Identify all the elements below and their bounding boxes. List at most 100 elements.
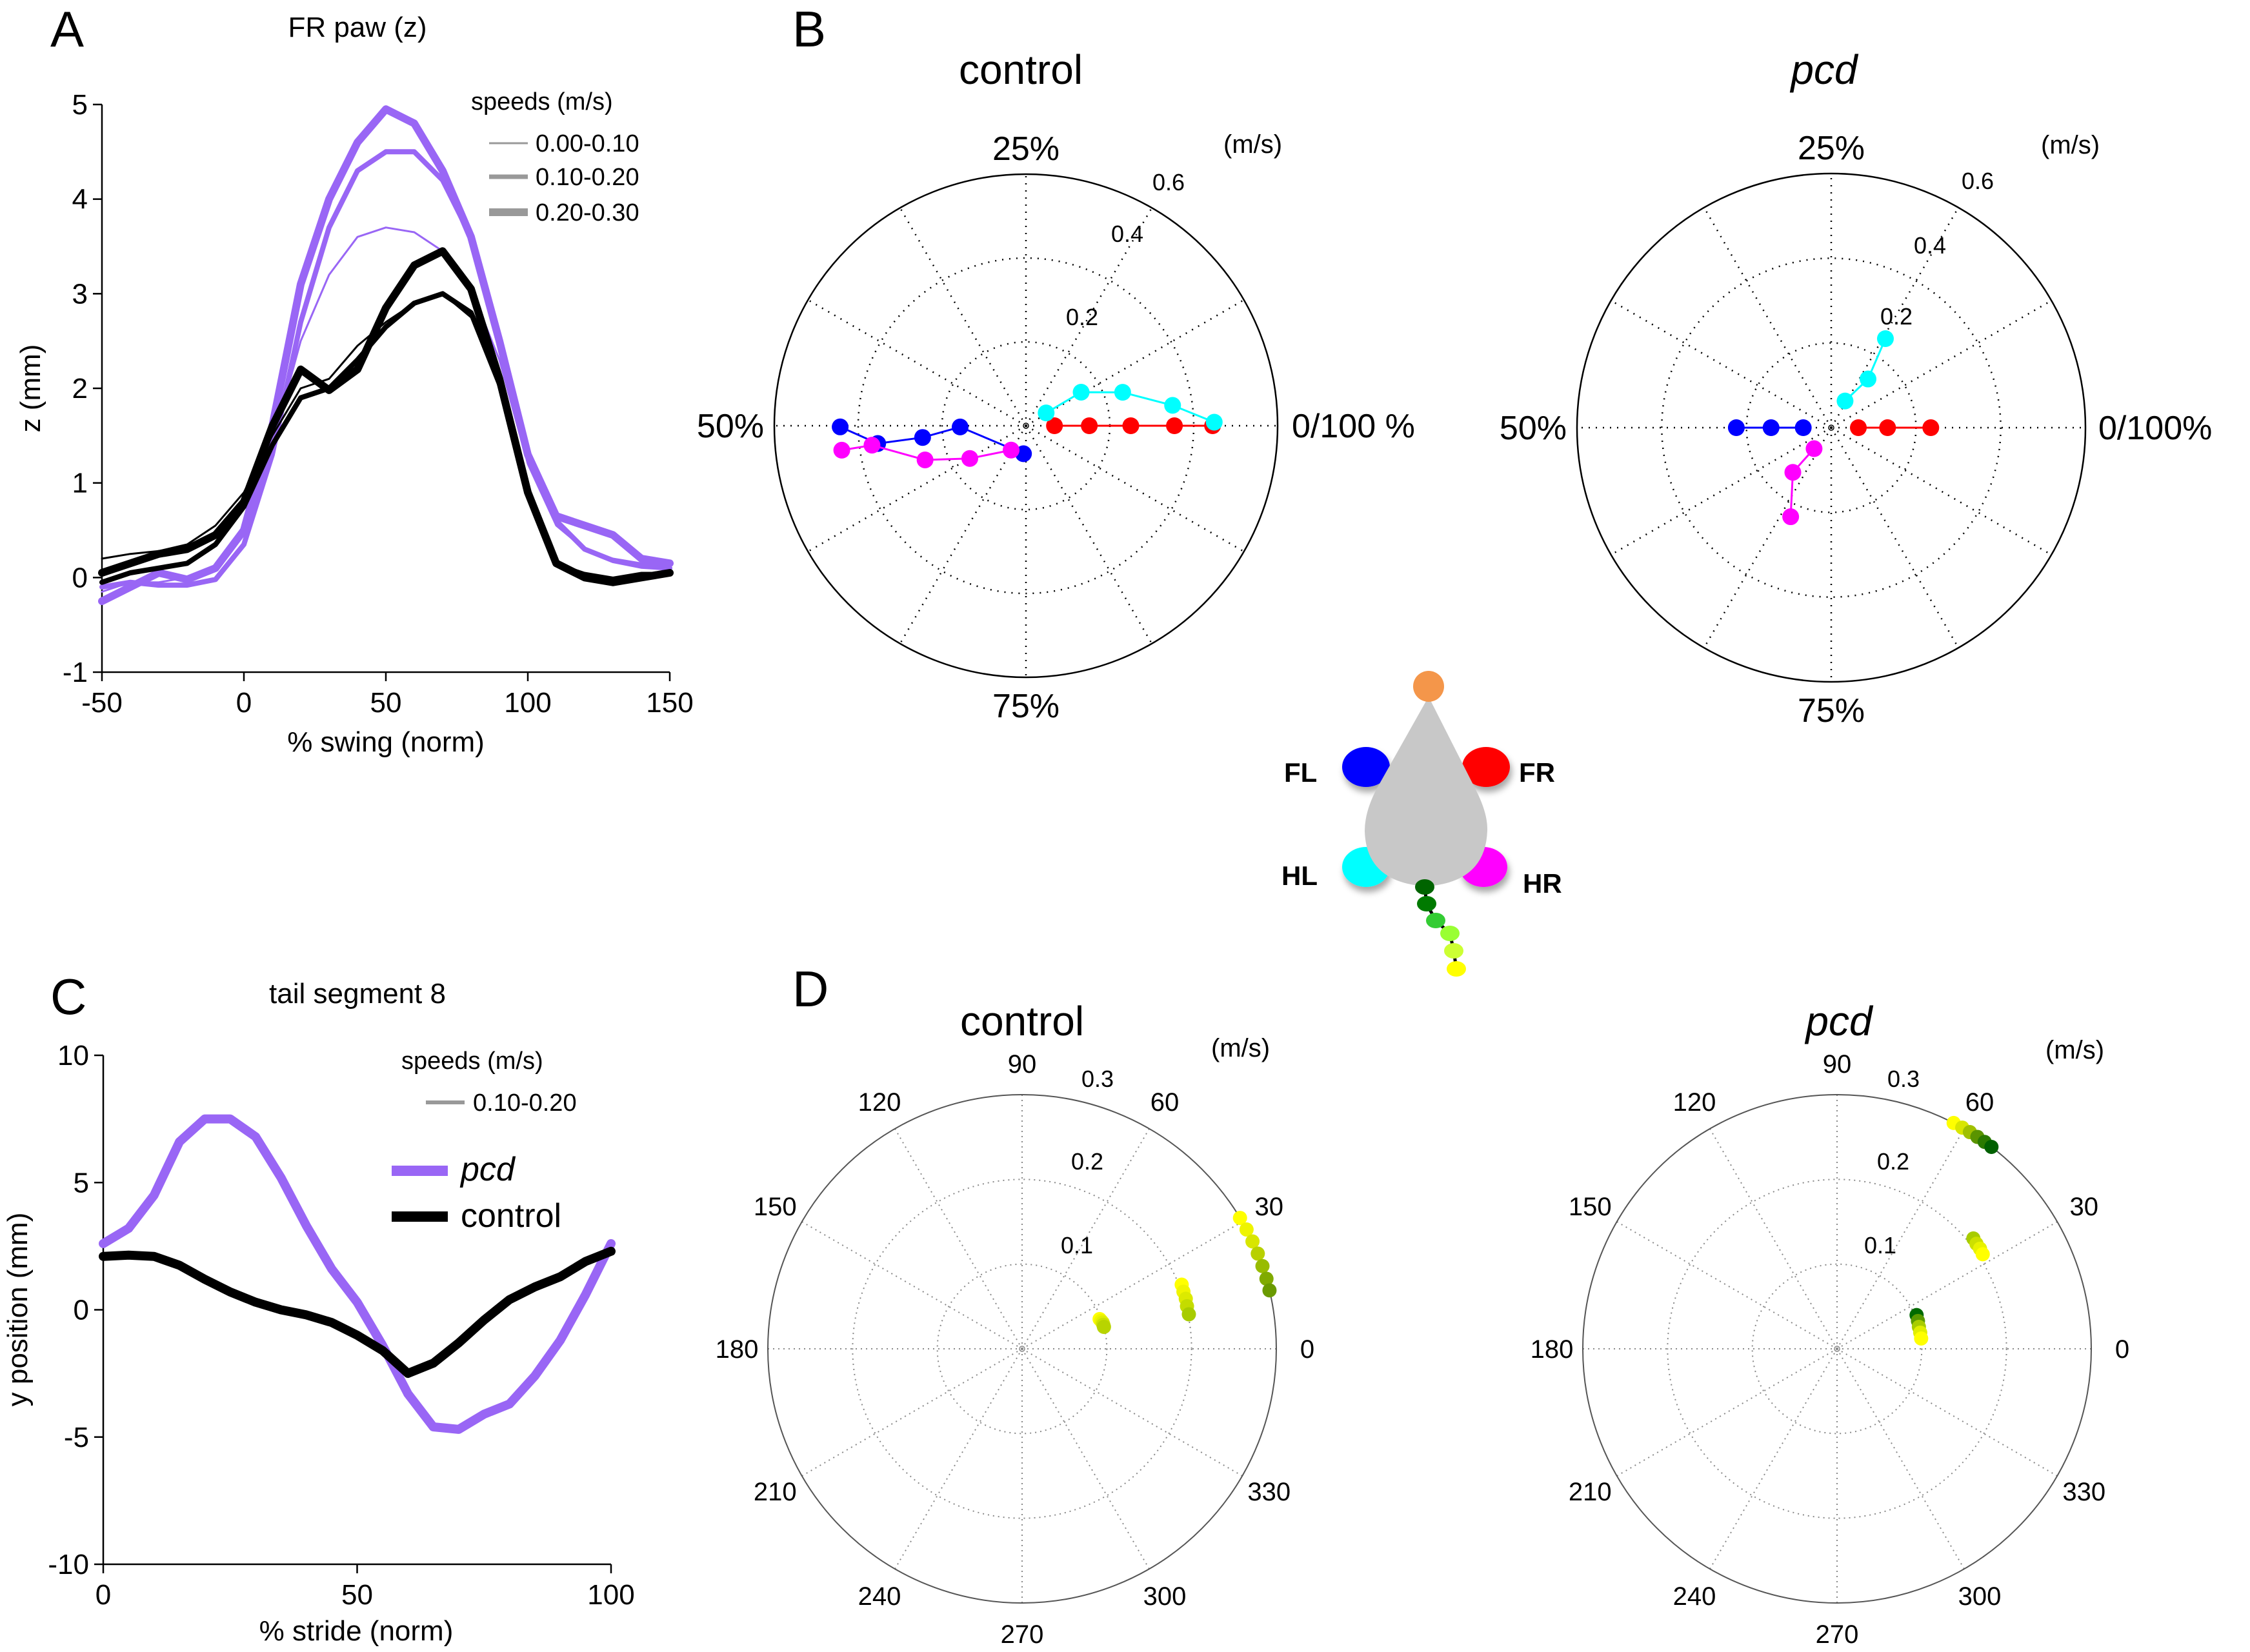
panel-d-pcd-spoke [1836, 1221, 2058, 1349]
panel-b-polar-phase-plots: control pcd 0.2 0.4 0.6 (m/s) 25% 75% 50% 0/100… [697, 46, 2212, 730]
panel-d-pcd-radial-tick-label: 0.2 [1877, 1148, 1909, 1175]
panel-d-control-origin [1019, 1346, 1025, 1352]
panel-b-pcd-spoke [1831, 426, 2052, 556]
panel-b-control-spoke [1025, 424, 1245, 553]
panel-b-pcd-spoke [1830, 427, 1960, 648]
panel-b-control-spoke [1025, 299, 1245, 427]
panel-b-pcd-point-hr [1784, 464, 1802, 481]
panel-c-series-pcd [99, 1114, 616, 1434]
panel-b-control-radial-tick-label: 0.2 [1066, 304, 1098, 330]
panel-d-control-polar: 0 30 60 90 120 150 180 210 240 270 300 330 0.1 0.2 0.3… [716, 1034, 1315, 1649]
panel-b-pcd-point-fl [1794, 419, 1812, 436]
panel-d-control-outer-ring [767, 1094, 1277, 1604]
panel-d-pcd-angle-label: 240 [1673, 1582, 1716, 1611]
panel-b-pcd-spoke [1611, 426, 1832, 556]
panel-d-pcd-origin [1834, 1346, 1840, 1352]
panel-b-pcd-line-hr [1789, 448, 1815, 517]
panel-d-pcd-outer-ring [1582, 1094, 2092, 1604]
panel-d-control-angle-label: 180 [716, 1335, 759, 1364]
panel-c-legend-title: speeds (m/s) [401, 1048, 543, 1075]
panel-c-y-tick-label: -5 [64, 1422, 89, 1453]
tail-segment-6 [1447, 961, 1466, 977]
panel-b-control-point-hl [1038, 404, 1055, 422]
paw-label-fr: FR [1519, 757, 1555, 788]
panel-d-control-spoke [801, 1348, 1023, 1477]
panel-d-control-angle-label: 270 [1001, 1620, 1044, 1649]
panel-b-pcd-line-hl [1844, 338, 1887, 402]
panel-d-pcd-angle-label: 60 [1965, 1088, 1994, 1117]
panel-a-x-tick-label: 150 [646, 687, 693, 719]
panel-a-y-tick-label: 5 [72, 89, 88, 121]
panel-letter-a: A [50, 1, 84, 57]
panel-a-axes: -50 0 50 100 150 -1 0 1 2 3 4 5 [63, 89, 694, 719]
panel-b-pcd-radial-unit: (m/s) [2041, 131, 2100, 159]
panel-c-legend-speed-entry: 0.10-0.20 [473, 1090, 577, 1117]
panel-b-pcd-spoke [1611, 299, 1832, 429]
panel-letter-b: B [792, 1, 826, 57]
paw-label-hl: HL [1281, 861, 1318, 891]
panel-d-pcd-angle-label: 30 [2070, 1193, 2099, 1221]
panel-d-control-angle-label: 330 [1247, 1478, 1291, 1506]
panel-b-pcd-radial-tick-label: 0.2 [1880, 303, 1913, 330]
panel-b-control-radial-tick-label: 0.4 [1111, 221, 1143, 247]
panel-d-control-cluster-0-point [1096, 1320, 1111, 1335]
panel-c-x-label: % stride (norm) [259, 1615, 454, 1647]
panel-a-y-tick-label: 1 [72, 468, 88, 499]
panel-b-pcd-point-fr [1879, 419, 1896, 436]
paw-label-fl: FL [1284, 757, 1317, 788]
paw-fl [1342, 747, 1390, 787]
panel-d-control-spoke [801, 1221, 1023, 1349]
panel-b-pcd-point-hl [1860, 370, 1877, 388]
panel-d-pcd-angle-label: 150 [1569, 1193, 1612, 1221]
panel-d-control-angle-label: 300 [1143, 1582, 1187, 1611]
panel-a-y-tick-label: 0 [72, 562, 88, 593]
panel-a-legend-entry-0: 0.00-0.10 [536, 130, 639, 157]
panel-a-x-tick-label: 100 [504, 687, 551, 719]
panel-d-control-radial-tick-label: 0.2 [1071, 1148, 1103, 1175]
panel-d-pcd-angle-label: 300 [1958, 1582, 2002, 1611]
panel-a-line-chart: FR paw (z) -50 0 50 100 150 -1 0 1 2 3 4 5 % swing … [15, 12, 694, 758]
panel-b-pcd-origin [1828, 424, 1834, 431]
panel-b-control-point-fr [1122, 417, 1140, 434]
panel-b-control-label-top: 25% [992, 130, 1060, 168]
panel-d-pcd-spoke [1709, 1348, 1838, 1569]
panel-a-series-control-0-00-0-10 [101, 292, 671, 579]
panel-d-control-angle-label: 0 [1300, 1335, 1314, 1364]
panel-b-control-polar: 0.2 0.4 0.6 (m/s) 25% 75% 50% 0/100 % [697, 130, 1415, 725]
panel-b-pcd-point-hr [1782, 508, 1800, 526]
mouse-body [1365, 697, 1488, 886]
panel-a-title: FR paw (z) [288, 12, 427, 43]
panel-b-control-spoke [899, 207, 1027, 426]
panel-c-y-tick-label: 5 [74, 1167, 89, 1199]
panel-a-y-tick-label: -1 [63, 657, 88, 688]
panel-c-legend-pcd-entry: pcd [459, 1151, 516, 1188]
panel-a-series-control-0-10-0-20 [99, 291, 672, 585]
panel-d-pcd-cluster-1-point [1975, 1247, 1990, 1262]
panel-b-control-point-fl [951, 418, 969, 435]
panel-b-control-point-hr [1003, 441, 1020, 459]
panel-letter-c: C [50, 968, 86, 1025]
tail-segment-3 [1426, 913, 1445, 928]
panel-b-control-radial-unit: (m/s) [1223, 130, 1282, 159]
panel-d-pcd-cluster-2-point [1984, 1140, 1999, 1155]
panel-d-control-radial-unit: (m/s) [1211, 1034, 1270, 1062]
panel-d-pcd-cluster-0-point [1914, 1331, 1929, 1346]
panel-d-pcd-radial-tick-label: 0.3 [1887, 1066, 1920, 1092]
panel-c-line-chart: tail segment 8 0 50 100 -10 -5 0 5 10 % stride … [2, 978, 635, 1647]
panel-b-control-point-hr [961, 450, 978, 467]
panel-b-control-label-right: 0/100 % [1292, 408, 1415, 445]
panel-b-pcd-point-hr [1805, 440, 1823, 457]
panel-d-control-angle-label: 90 [1008, 1050, 1037, 1079]
panel-c-x-tick-label: 50 [341, 1579, 373, 1611]
panel-d-pcd-angle-label: 180 [1531, 1335, 1574, 1364]
tail-segment-1 [1415, 879, 1434, 895]
panel-d-pcd-angle-label: 330 [2062, 1478, 2105, 1506]
panel-b-pcd-ring [1661, 257, 2002, 598]
panel-b-pcd-point-hl [1836, 392, 1854, 410]
panel-b-pcd-radial-tick-label: 0.4 [1914, 232, 1946, 259]
panel-d-control-angle-label: 60 [1150, 1088, 1180, 1117]
panel-b-control-spoke [807, 299, 1027, 427]
panel-b-pcd-label-right: 0/100% [2098, 410, 2212, 447]
panel-b-control-point-hl [1205, 413, 1223, 431]
panel-a-series [98, 105, 674, 605]
